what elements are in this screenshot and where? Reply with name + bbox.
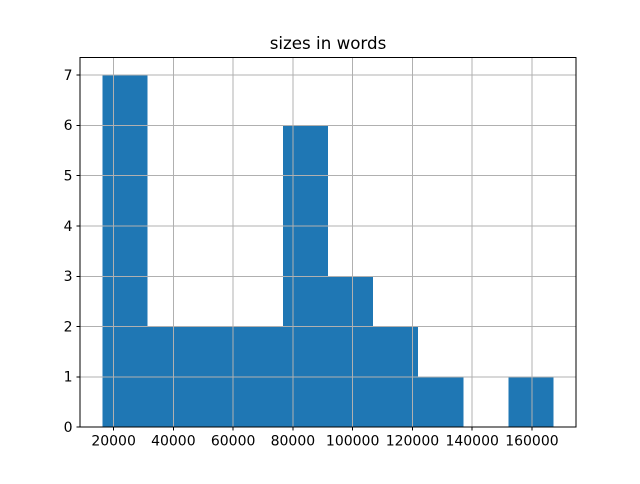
y-tick-label: 2: [64, 319, 73, 335]
x-tick-label: 80000: [271, 434, 316, 450]
y-tick-label: 1: [64, 370, 73, 386]
histogram-bar: [508, 376, 554, 428]
y-tick-label: 4: [64, 219, 73, 235]
axes-spines: [79, 57, 577, 428]
y-tick-label: 0: [64, 420, 73, 436]
histogram-bar: [418, 376, 464, 428]
ticks-group: [76, 74, 533, 431]
y-tick-label: 5: [64, 169, 73, 185]
x-tick-label: 140000: [445, 434, 498, 450]
x-tick-label: 160000: [505, 434, 558, 450]
y-tick-label: 7: [64, 68, 73, 84]
x-tick-label: 20000: [91, 434, 136, 450]
x-tick-label: 120000: [386, 434, 439, 450]
chart-title: sizes in words: [270, 33, 387, 53]
x-tick-label: 60000: [211, 434, 256, 450]
tick-labels-group: 20000 40000 60000 80000 100000 120000 140000 16…: [64, 68, 559, 450]
y-tick-label: 6: [64, 118, 73, 134]
x-tick-label: 40000: [151, 434, 196, 450]
histogram-bar: [328, 276, 374, 428]
histogram-bar: [102, 75, 148, 428]
x-tick-label: 100000: [326, 434, 379, 450]
y-tick-label: 3: [64, 269, 73, 285]
